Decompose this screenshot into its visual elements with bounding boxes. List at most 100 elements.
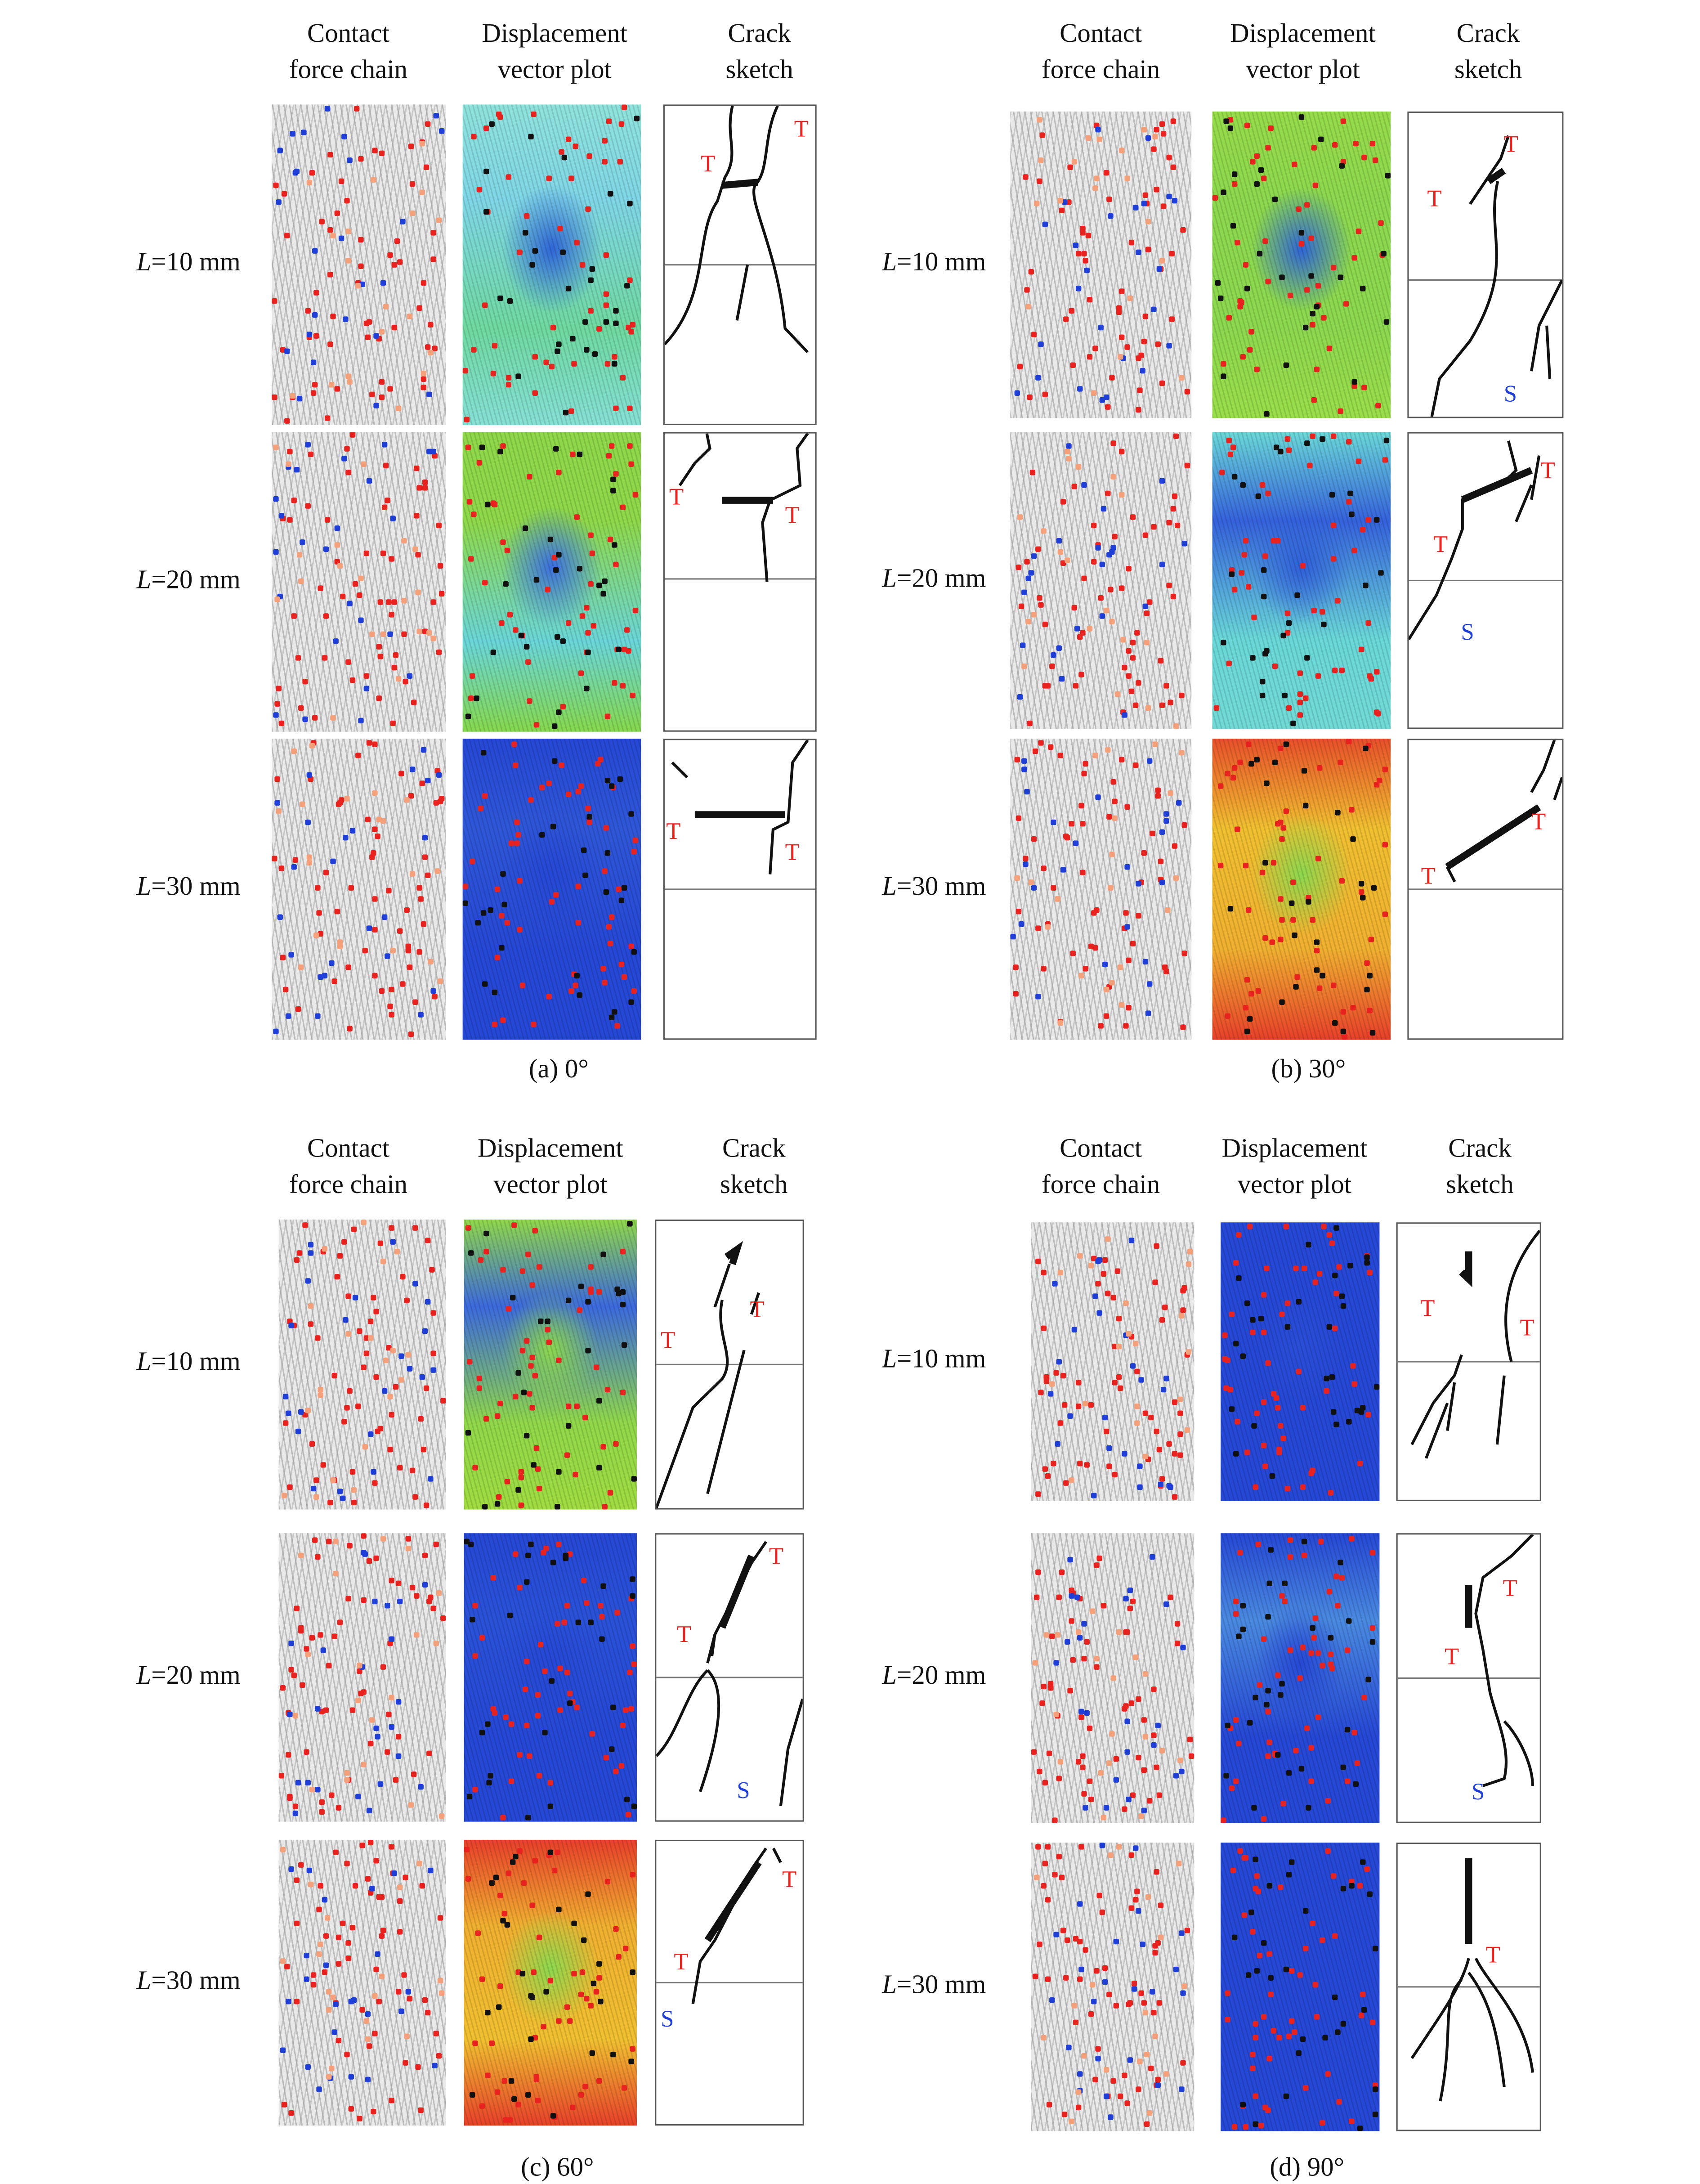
particle-marker xyxy=(481,792,488,798)
particle-marker xyxy=(518,1584,523,1590)
particle-marker xyxy=(273,497,279,502)
particle-marker xyxy=(1329,1374,1336,1380)
particle-marker xyxy=(418,1784,425,1790)
particle-marker xyxy=(1263,411,1270,417)
particle-marker xyxy=(436,217,442,223)
particle-marker xyxy=(612,360,618,367)
crack-path xyxy=(656,1300,727,1508)
particle-marker xyxy=(1124,864,1131,870)
particle-marker xyxy=(573,973,579,979)
particle-marker xyxy=(506,374,511,381)
particle-marker xyxy=(1138,1377,1145,1383)
crack-sketch-drawing xyxy=(1409,740,1562,1038)
particle-marker xyxy=(516,1371,522,1377)
particle-marker xyxy=(1254,1872,1260,1879)
particle-marker xyxy=(1347,739,1352,745)
particle-marker xyxy=(340,594,346,600)
particle-marker xyxy=(1378,570,1385,576)
particle-marker xyxy=(398,1598,403,1605)
particle-marker xyxy=(559,762,564,769)
particle-marker xyxy=(523,1433,529,1439)
particle-marker xyxy=(1144,2051,1150,2057)
crack-sketch-drawing xyxy=(656,1534,802,1820)
particle-marker xyxy=(308,1321,314,1327)
particle-marker xyxy=(627,277,633,283)
particle-marker xyxy=(435,1589,442,1596)
particle-marker xyxy=(1047,744,1053,750)
particle-marker xyxy=(601,137,608,144)
particle-marker xyxy=(1101,1270,1107,1277)
particle-marker xyxy=(1105,746,1111,753)
particle-marker xyxy=(1112,815,1118,821)
particle-marker xyxy=(345,374,351,380)
particle-marker xyxy=(504,919,510,925)
particle-marker xyxy=(1289,1968,1295,1973)
particle-marker xyxy=(1094,1655,1100,1661)
particle-marker xyxy=(1359,1859,1365,1865)
particle-marker xyxy=(1035,1843,1041,1850)
particle-marker xyxy=(523,230,528,236)
particle-marker xyxy=(421,1553,427,1559)
particle-marker xyxy=(1276,2035,1282,2041)
particle-marker xyxy=(360,1220,367,1226)
particle-marker xyxy=(313,333,319,340)
particle-marker xyxy=(286,1794,292,1801)
tensile-crack-label: T xyxy=(785,502,800,529)
particle-marker xyxy=(1308,1744,1314,1750)
particle-marker xyxy=(583,1600,589,1605)
particle-marker xyxy=(1136,407,1142,413)
particle-marker xyxy=(311,390,317,396)
particle-marker xyxy=(366,334,371,340)
shear-crack-label: S xyxy=(1461,619,1474,646)
particle-marker xyxy=(1020,766,1027,772)
particle-marker xyxy=(384,1749,390,1755)
particle-marker xyxy=(1076,464,1082,471)
particle-marker xyxy=(630,1871,635,1877)
particle-marker xyxy=(514,840,519,846)
particle-marker xyxy=(1268,1975,1275,1982)
particle-marker xyxy=(553,446,559,452)
particle-marker xyxy=(1160,130,1167,136)
particle-marker xyxy=(416,628,422,635)
particle-marker xyxy=(1102,1258,1108,1264)
particle-marker xyxy=(603,319,608,326)
particle-marker xyxy=(532,1857,537,1863)
particle-marker xyxy=(1077,1976,1083,1982)
particle-marker xyxy=(1228,571,1234,577)
particle-marker xyxy=(1110,2078,1116,2084)
particle-marker xyxy=(555,1620,561,1626)
particle-marker xyxy=(416,1861,422,1867)
particle-marker xyxy=(1235,1633,1241,1639)
particle-marker xyxy=(1150,1732,1157,1738)
particle-marker xyxy=(611,1009,617,1014)
particle-marker xyxy=(422,485,428,492)
particle-marker xyxy=(1151,523,1157,529)
particle-marker xyxy=(315,1336,321,1342)
particle-marker xyxy=(1042,683,1048,689)
particle-marker xyxy=(1180,226,1186,233)
particle-marker xyxy=(379,1974,385,1980)
particle-marker xyxy=(1118,1001,1124,1008)
particle-marker xyxy=(1053,1369,1059,1375)
particle-marker xyxy=(1173,433,1179,439)
particle-marker xyxy=(1084,1461,1090,1467)
column-header: Displacement vector plot xyxy=(1230,19,1376,85)
particle-marker xyxy=(410,211,416,217)
particle-marker xyxy=(1248,1720,1253,1726)
particle-marker xyxy=(597,1289,603,1295)
particle-marker xyxy=(1038,740,1044,745)
particle-marker xyxy=(1266,2107,1271,2113)
particle-marker xyxy=(1286,705,1292,711)
particle-marker xyxy=(1312,1614,1318,1621)
particle-marker xyxy=(360,1762,366,1768)
particle-marker xyxy=(1132,1897,1138,1903)
particle-marker xyxy=(1142,2010,1148,2016)
particle-marker xyxy=(595,1960,602,1967)
particle-marker xyxy=(274,596,280,602)
particle-marker xyxy=(1244,537,1249,543)
particle-marker xyxy=(1114,1777,1119,1783)
particle-marker xyxy=(1136,388,1142,394)
particle-marker xyxy=(1240,1353,1247,1359)
particle-marker xyxy=(1119,335,1125,341)
particle-marker xyxy=(1135,912,1141,918)
